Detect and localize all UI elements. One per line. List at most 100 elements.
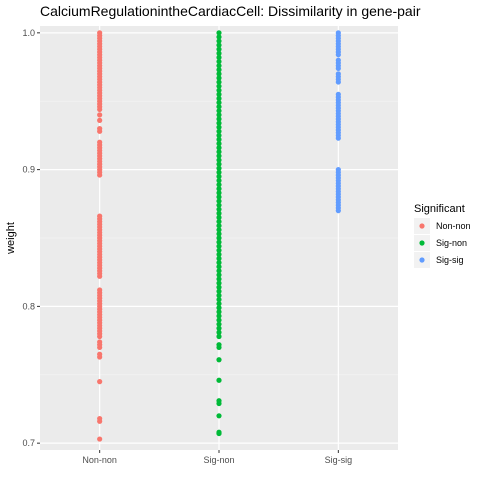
data-point xyxy=(216,210,222,216)
legend-marker xyxy=(419,257,425,263)
y-axis: 0.7 0.8 0.9 1.0 xyxy=(22,28,40,448)
x-tick-label: Sig-non xyxy=(203,455,234,465)
data-point xyxy=(216,177,222,184)
data-point xyxy=(97,117,103,123)
data-point xyxy=(216,71,222,77)
data-points xyxy=(97,30,341,442)
data-point xyxy=(216,63,222,69)
data-point xyxy=(216,413,222,419)
data-point xyxy=(216,288,222,294)
data-point xyxy=(216,268,222,274)
data-point xyxy=(216,182,222,188)
data-point xyxy=(216,223,222,229)
data-point xyxy=(97,333,103,340)
data-point xyxy=(216,186,222,192)
data-point xyxy=(216,214,222,221)
data-point xyxy=(216,227,222,233)
data-point xyxy=(216,251,222,258)
data-point xyxy=(216,38,222,44)
data-point xyxy=(216,202,222,208)
y-tick-label: 0.8 xyxy=(22,301,35,311)
data-point xyxy=(216,190,222,196)
x-tick-label: Sig-sig xyxy=(325,455,353,465)
data-point xyxy=(216,46,222,52)
data-point xyxy=(216,50,222,56)
data-point xyxy=(97,379,103,385)
data-point xyxy=(97,354,103,360)
data-point xyxy=(216,329,222,335)
data-point xyxy=(216,264,222,270)
data-point xyxy=(335,65,341,71)
data-point xyxy=(216,344,222,351)
data-point xyxy=(216,149,222,155)
data-point xyxy=(216,169,222,175)
data-point xyxy=(216,231,222,237)
data-point xyxy=(216,255,222,262)
data-point xyxy=(97,172,103,178)
data-point xyxy=(216,108,222,114)
legend-marker xyxy=(419,240,425,246)
legend-title: Significant xyxy=(414,203,465,215)
data-point xyxy=(216,30,222,36)
data-point xyxy=(216,317,222,323)
data-point xyxy=(216,112,222,118)
data-point xyxy=(216,292,222,299)
data-point xyxy=(335,208,341,214)
data-point xyxy=(216,309,222,315)
data-point xyxy=(335,135,341,141)
legend-items: Non-non Sig-non Sig-sig xyxy=(414,218,471,268)
data-point xyxy=(335,52,341,58)
data-point xyxy=(216,206,222,212)
chart-title: CalciumRegulationintheCardiacCell: Dissi… xyxy=(40,3,421,19)
data-point xyxy=(216,67,222,73)
data-point xyxy=(216,272,222,278)
data-point xyxy=(216,75,222,81)
data-point xyxy=(216,430,222,437)
data-point xyxy=(216,161,222,167)
data-point xyxy=(216,145,222,151)
data-point xyxy=(216,132,222,139)
data-point xyxy=(216,239,222,245)
data-point xyxy=(216,165,222,171)
data-point xyxy=(216,357,222,363)
data-point xyxy=(216,321,222,327)
data-point xyxy=(216,276,222,282)
data-point xyxy=(216,91,222,97)
data-point xyxy=(97,273,103,279)
data-point xyxy=(216,218,222,225)
legend-label: Sig-non xyxy=(436,238,467,248)
legend-label: Non-non xyxy=(436,221,471,231)
data-point xyxy=(216,377,222,383)
data-point xyxy=(97,344,103,351)
data-point xyxy=(216,79,222,85)
data-point xyxy=(216,104,222,110)
data-point xyxy=(216,83,222,89)
data-point xyxy=(335,79,341,85)
data-point xyxy=(97,112,103,118)
data-point xyxy=(216,95,222,102)
data-point xyxy=(216,325,222,331)
data-point xyxy=(97,418,103,424)
data-point xyxy=(216,141,222,147)
series-sig-non xyxy=(216,30,222,437)
data-point xyxy=(216,136,222,143)
data-point xyxy=(216,296,222,303)
data-point xyxy=(216,153,222,159)
x-axis: Non-non Sig-non Sig-sig xyxy=(82,450,352,465)
data-point xyxy=(216,313,222,319)
data-point xyxy=(216,235,222,241)
data-point xyxy=(97,128,103,134)
data-point xyxy=(216,116,222,122)
data-point xyxy=(216,58,222,65)
data-point xyxy=(216,173,222,180)
data-point xyxy=(216,260,222,266)
data-point xyxy=(216,54,222,61)
data-point xyxy=(216,400,222,407)
data-point xyxy=(216,124,222,130)
y-tick-label: 0.9 xyxy=(22,165,35,175)
data-point xyxy=(216,34,222,40)
data-point xyxy=(216,120,222,126)
data-point xyxy=(97,436,103,442)
data-point xyxy=(216,157,222,163)
